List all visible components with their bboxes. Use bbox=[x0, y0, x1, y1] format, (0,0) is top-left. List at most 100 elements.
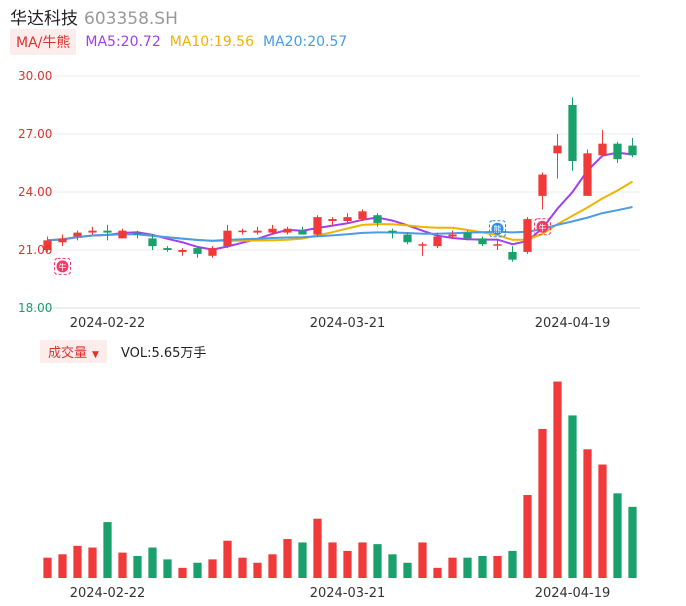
volume-bar bbox=[463, 557, 472, 578]
ma10-label: MA10:19.56 bbox=[169, 34, 255, 50]
candle-body bbox=[253, 230, 262, 233]
y-tick-label: 27.00 bbox=[18, 127, 52, 141]
ma5-label: MA5:20.72 bbox=[85, 34, 161, 50]
volume-bar bbox=[538, 428, 547, 578]
candle-body bbox=[58, 238, 67, 243]
candle-body bbox=[238, 230, 247, 233]
ma-legend: MA/牛熊 MA5:20.72 MA10:19.56 MA20:20.57 bbox=[10, 29, 348, 55]
x-tick-label-volume: 2024-02-22 bbox=[70, 586, 146, 601]
volume-legend: 成交量 ▼ VOL:5.65万手 bbox=[40, 339, 207, 363]
bull-marker-icon: 牛 bbox=[54, 257, 71, 275]
bear-marker-icon-dot bbox=[491, 222, 504, 235]
volume-bar bbox=[433, 567, 442, 578]
volume-bar bbox=[628, 506, 637, 578]
candle-body bbox=[328, 219, 337, 221]
candle-body bbox=[208, 248, 217, 256]
volume-bar bbox=[328, 542, 337, 578]
candle-body bbox=[553, 145, 562, 154]
volume-indicator-button[interactable]: 成交量 ▼ bbox=[40, 339, 107, 363]
volume-bar bbox=[403, 562, 412, 578]
volume-bar bbox=[418, 542, 427, 578]
candle-body bbox=[313, 217, 322, 235]
candle-body bbox=[538, 174, 547, 196]
bull-marker-icon-frame bbox=[54, 257, 71, 275]
volume-bar bbox=[283, 539, 292, 578]
bull-marker-icon: 牛 bbox=[534, 218, 551, 236]
volume-bar bbox=[58, 554, 67, 578]
volume-bar bbox=[208, 559, 217, 578]
volume-bar bbox=[103, 522, 112, 578]
volume-bar bbox=[583, 449, 592, 578]
volume-bar bbox=[133, 555, 142, 578]
candle-body bbox=[163, 248, 172, 250]
candle-body bbox=[448, 234, 457, 237]
candle-body bbox=[628, 145, 637, 156]
candle-body bbox=[103, 230, 112, 233]
volume-bar bbox=[43, 557, 52, 578]
volume-bar bbox=[313, 518, 322, 578]
volume-bar bbox=[118, 552, 127, 578]
candle-body bbox=[523, 219, 532, 252]
candle-body bbox=[358, 211, 367, 220]
candle-body bbox=[118, 230, 127, 239]
volume-bar bbox=[373, 544, 382, 578]
volume-bar bbox=[238, 557, 247, 578]
candle-body bbox=[148, 238, 157, 247]
bull-marker-icon-dot bbox=[56, 260, 69, 273]
candle-body bbox=[493, 244, 502, 246]
candle-body bbox=[88, 230, 97, 233]
volume-bar bbox=[493, 555, 502, 578]
y-tick-label: 18.00 bbox=[18, 301, 52, 315]
candle-body bbox=[178, 250, 187, 252]
x-tick-label-volume: 2024-03-21 bbox=[310, 586, 386, 601]
y-tick-label: 30.00 bbox=[18, 69, 52, 83]
volume-bar bbox=[253, 562, 262, 578]
candle-body bbox=[418, 244, 427, 246]
candle-body bbox=[433, 236, 442, 247]
candle-body bbox=[388, 230, 397, 233]
candle-body bbox=[463, 232, 472, 239]
candle-body bbox=[133, 232, 142, 235]
candle-body bbox=[43, 240, 52, 250]
volume-bar bbox=[523, 495, 532, 578]
y-tick-label: 21.00 bbox=[18, 243, 52, 257]
candle-body bbox=[373, 215, 382, 223]
volume-bar bbox=[178, 567, 187, 578]
candle-body bbox=[478, 238, 487, 245]
candle-body bbox=[298, 230, 307, 235]
volume-bar bbox=[343, 550, 352, 578]
volume-bar bbox=[598, 464, 607, 578]
x-tick-label: 2024-04-19 bbox=[535, 316, 611, 331]
x-tick-label-volume: 2024-04-19 bbox=[535, 586, 611, 601]
candle-body bbox=[403, 234, 412, 243]
candle-body bbox=[73, 232, 82, 237]
x-tick-label: 2024-02-22 bbox=[70, 316, 146, 331]
candle-body bbox=[283, 228, 292, 233]
volume-value: VOL:5.65万手 bbox=[120, 345, 207, 361]
candle-body bbox=[268, 228, 277, 233]
volume-bar bbox=[358, 542, 367, 578]
stock-code: 603358.SH bbox=[84, 9, 178, 29]
candle-body bbox=[508, 251, 517, 260]
volume-bar bbox=[388, 554, 397, 578]
bear-marker-icon-frame bbox=[489, 220, 506, 238]
y-tick-label: 24.00 bbox=[18, 185, 52, 199]
candle-body bbox=[223, 230, 232, 247]
volume-bar bbox=[448, 557, 457, 578]
candle-body bbox=[193, 248, 202, 254]
bull-marker-icon-glyph: 牛 bbox=[59, 262, 67, 272]
ma-indicator-button[interactable]: MA/牛熊 bbox=[10, 29, 77, 55]
volume-bar bbox=[568, 415, 577, 578]
volume-bar bbox=[553, 381, 562, 578]
volume-button-label: 成交量 bbox=[48, 345, 88, 361]
stock-title: 华达科技 603358.SH bbox=[10, 4, 178, 29]
volume-bar bbox=[163, 559, 172, 578]
ma20-label: MA20:20.57 bbox=[263, 34, 348, 50]
candle-body bbox=[343, 217, 352, 221]
ma5-line bbox=[47, 151, 633, 251]
bull-marker-icon-glyph: 牛 bbox=[539, 222, 547, 232]
stock-name: 华达科技 bbox=[10, 9, 78, 29]
volume-bar bbox=[73, 545, 82, 578]
volume-bar bbox=[508, 550, 517, 578]
